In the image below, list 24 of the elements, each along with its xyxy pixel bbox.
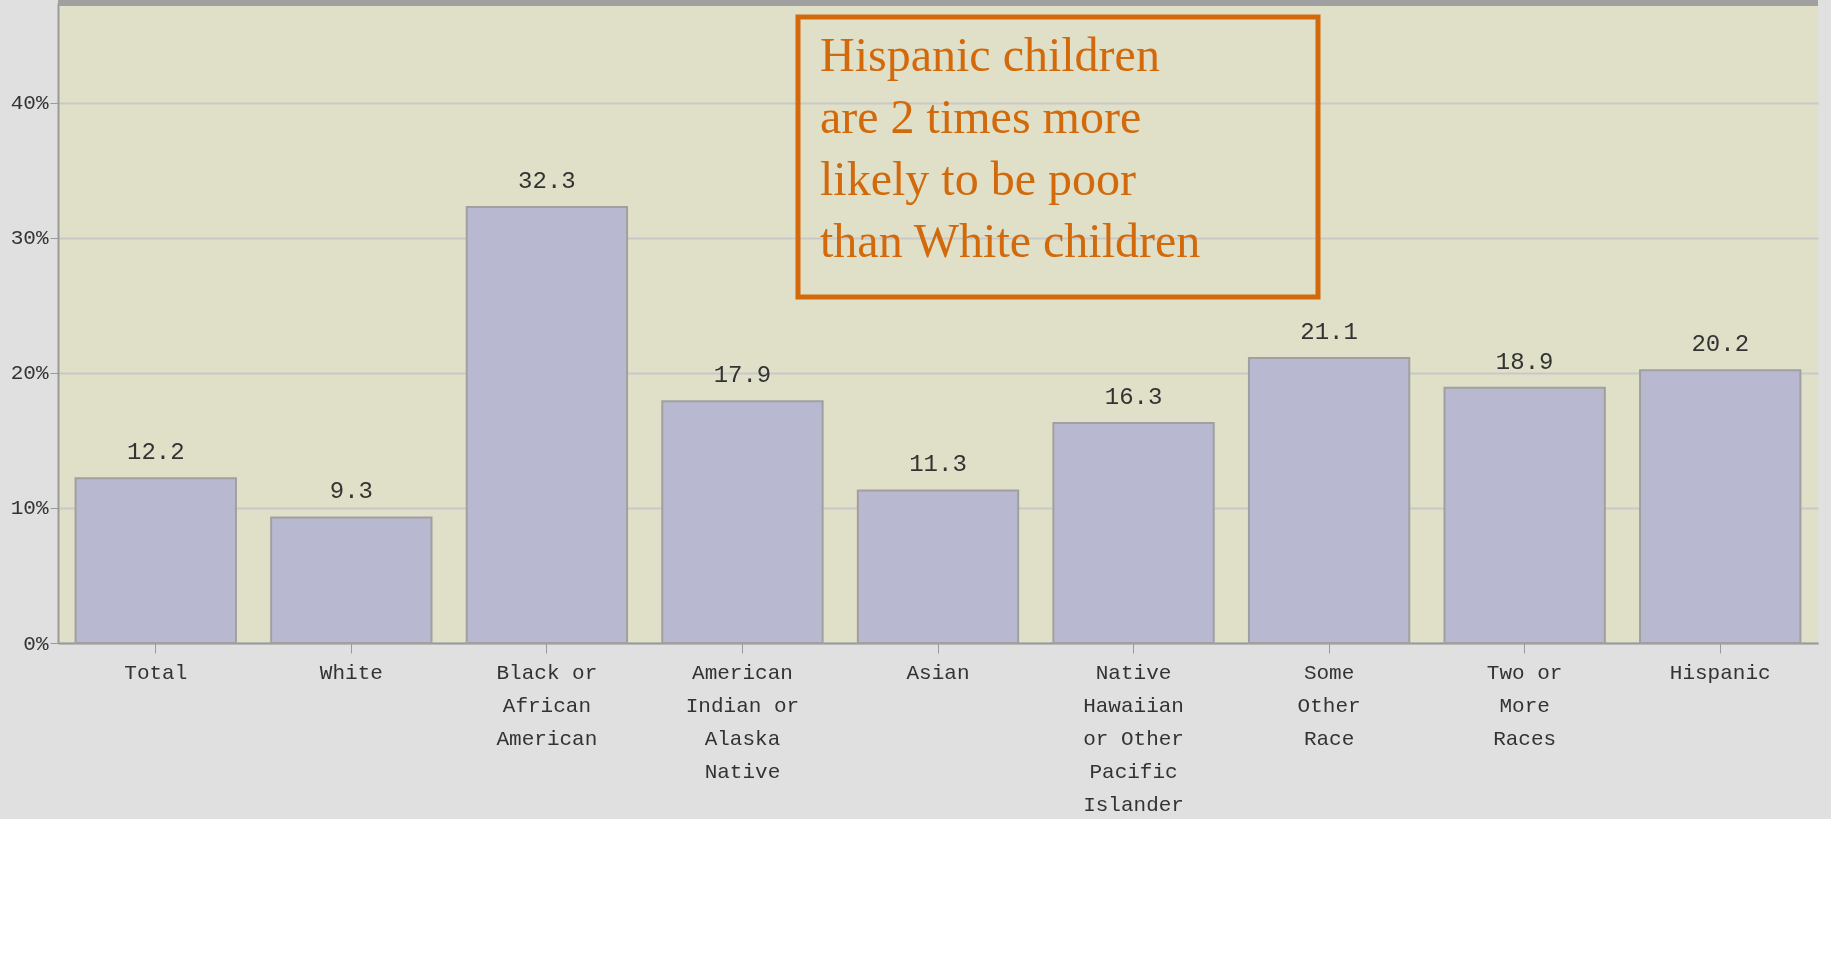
x-tick-label: Black or African American (496, 661, 598, 751)
x-tick-label: Some Other Race (1297, 661, 1361, 751)
data-label: 9.3 (329, 478, 373, 506)
y-tick-label: 40% (10, 92, 49, 116)
y-tick-label: 30% (10, 227, 49, 251)
data-label: 12.2 (126, 439, 185, 467)
data-label: 16.3 (1104, 383, 1163, 411)
x-tick-label: Two or More Races (1486, 661, 1563, 751)
data-label: 20.2 (1691, 331, 1750, 359)
x-tick-label: Asian (906, 661, 970, 685)
y-tick-label: 10% (10, 497, 49, 521)
x-tick-label: American Indian or Alaska Native (685, 661, 800, 784)
y-tick-label: 0% (23, 632, 49, 656)
data-label: 21.1 (1300, 319, 1358, 347)
x-tick-label: White (319, 661, 383, 685)
data-label: 32.3 (518, 167, 576, 195)
x-tick-label: Native Hawaiian or Other Pacific Islander (1083, 661, 1184, 817)
annotation: Hispanic children are 2 times more likely to be poor than White children (820, 28, 1201, 267)
x-tick-label: Hispanic (1669, 661, 1771, 685)
data-label: 18.9 (1495, 348, 1554, 376)
data-label: 11.3 (909, 451, 967, 479)
x-tick-label: Total (124, 661, 188, 685)
y-tick-label: 20% (10, 362, 49, 386)
data-label: 17.9 (713, 362, 772, 390)
